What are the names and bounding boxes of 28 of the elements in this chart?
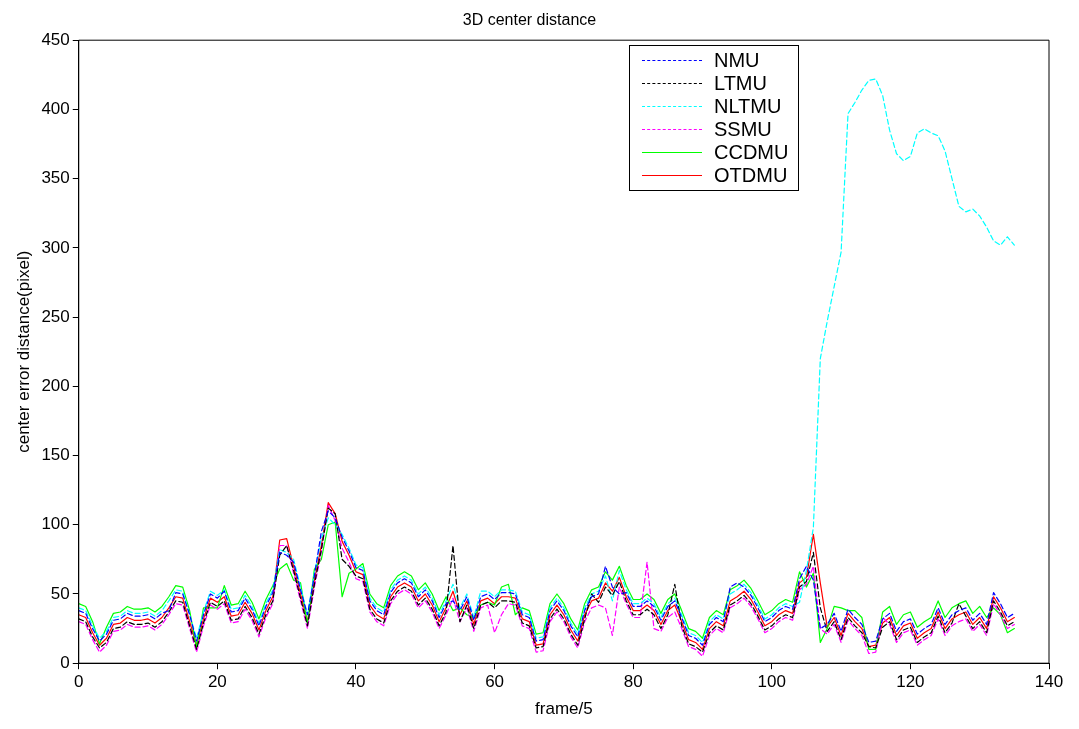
x-tick-label: 20	[207, 672, 227, 692]
legend-label: CCDMU	[714, 141, 789, 165]
y-tick-label: 50	[50, 583, 70, 603]
y-tick-label: 150	[41, 445, 70, 465]
legend-label: OTDMU	[714, 164, 788, 188]
y-tick-label: 450	[41, 29, 70, 49]
line-series	[78, 78, 1015, 644]
y-axis-title: center error distance(pixel)	[13, 250, 33, 453]
y-tick-label: 300	[41, 237, 70, 257]
chart-title: 3D center distance	[462, 11, 597, 29]
y-tick-label: 100	[41, 514, 70, 534]
y-tick-label: 200	[41, 376, 70, 395]
x-tick-label: 0	[74, 672, 84, 692]
legend-label: SSMU	[714, 118, 772, 142]
x-tick-label: 140	[1034, 672, 1064, 692]
x-tick-label: 120	[896, 672, 925, 692]
legend-label: LTMU	[714, 72, 767, 96]
x-axis-title: frame/5	[535, 699, 593, 719]
x-tick-label: 40	[346, 672, 366, 692]
x-tick-label: 60	[485, 672, 505, 692]
x-tick-label: 100	[757, 672, 786, 692]
y-tick-label: 0	[60, 652, 70, 672]
x-tick-label: 80	[623, 672, 643, 692]
y-tick-label: 400	[41, 99, 70, 119]
legend-label: NLTMU	[714, 95, 782, 119]
y-tick-label: 350	[41, 168, 70, 188]
legend-label: NMU	[714, 49, 760, 73]
y-tick-label: 250	[41, 306, 70, 326]
